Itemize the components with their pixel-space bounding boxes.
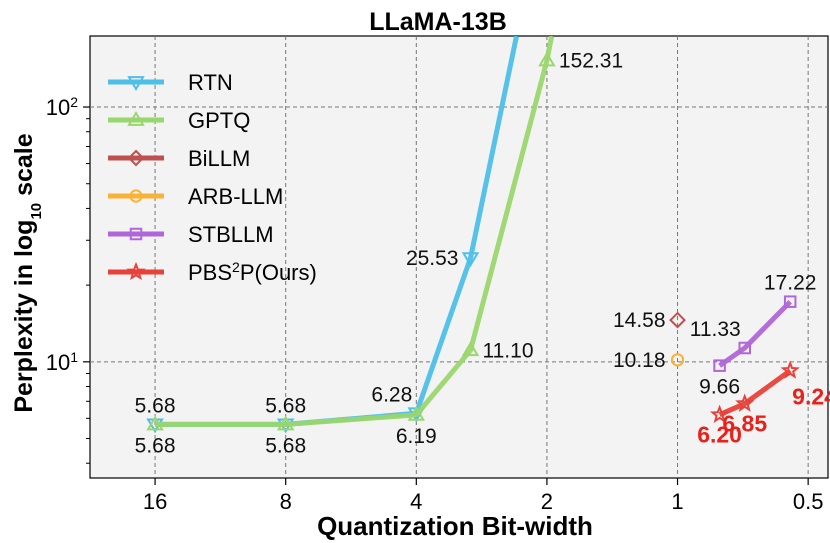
y-tick-label: 102 <box>46 94 78 120</box>
legend-swatch-marker <box>127 149 145 167</box>
legend-item-rtn: RTN <box>108 70 233 95</box>
data-label: 11.10 <box>483 339 534 362</box>
legend-label: RTN <box>188 70 233 95</box>
y-axis-label-tail: scale <box>10 133 38 203</box>
data-point-marker <box>780 360 800 379</box>
data-label: 14.58 <box>613 309 666 332</box>
legend-item-pbs-p-ours-: PBS2P(Ours) <box>108 259 317 285</box>
data-point-marker <box>407 405 426 421</box>
data-point-marker <box>461 341 480 357</box>
data-point-marker <box>669 311 686 329</box>
data-label: 152.31 <box>559 49 623 72</box>
series-layer <box>146 36 800 434</box>
data-point-marker <box>735 393 755 412</box>
grid-lines <box>90 36 828 478</box>
series-billm <box>669 311 686 329</box>
data-label: 17.22 <box>764 272 817 295</box>
data-label: 6.85 <box>722 411 767 437</box>
chart-title: LLaMA-13B <box>369 8 507 36</box>
data-label: 9.24 <box>792 384 830 410</box>
series-stbllm <box>713 295 797 372</box>
series-line <box>718 299 792 368</box>
data-label: 6.28 <box>371 383 412 406</box>
series-pbs-p-ours- <box>709 360 800 423</box>
legend-swatch-marker <box>127 76 145 91</box>
data-point-marker <box>461 252 480 268</box>
legend-label: ARB-LLM <box>188 184 283 209</box>
legend-item-billm: BiLLM <box>108 146 250 171</box>
data-label: 6.20 <box>697 422 742 448</box>
series-arb-llm <box>670 353 685 367</box>
data-label: 5.68 <box>135 394 176 417</box>
data-point-marker <box>713 359 726 372</box>
legend-label: BiLLM <box>188 146 250 171</box>
data-point-marker <box>709 404 730 423</box>
legend-swatch-marker <box>127 111 145 126</box>
legend: RTN GPTQ BiLLM ARB-LLM STBLLM PBS2P(Ours) <box>108 70 317 285</box>
y-axis-label-main: Perplexity in log <box>10 220 38 413</box>
data-point-marker <box>783 295 797 308</box>
data-label: 5.68 <box>265 434 306 457</box>
data-label: 5.68 <box>265 394 306 417</box>
legend-label: GPTQ <box>188 108 250 133</box>
legend-label: PBS2P(Ours) <box>188 259 317 285</box>
data-label: 10.18 <box>613 349 666 372</box>
plot-area <box>89 35 829 479</box>
x-tick-label: 0.5 <box>793 489 824 514</box>
y-tick-label: 101 <box>46 349 78 375</box>
data-point-marker <box>670 353 685 367</box>
legend-item-stbllm: STBLLM <box>108 222 274 247</box>
x-tick-label: 16 <box>143 489 167 514</box>
x-tick-label: 4 <box>410 489 422 514</box>
legend-item-arb-llm: ARB-LLM <box>108 184 283 209</box>
series-line <box>718 368 792 417</box>
legend-item-gptq: GPTQ <box>108 108 250 133</box>
data-label: 6.19 <box>396 425 437 448</box>
data-point-marker <box>146 415 164 431</box>
legend-swatch-marker <box>129 189 143 203</box>
data-point-marker <box>738 341 751 355</box>
y-axis-label: Perplexity in log10 scale <box>10 133 45 412</box>
series-gptq <box>146 36 556 431</box>
x-tick-label: 8 <box>280 489 292 514</box>
y-axis-label-subscript: 10 <box>28 203 45 220</box>
legend-swatch-marker <box>126 261 146 281</box>
data-point-marker <box>276 415 295 431</box>
data-label: 9.66 <box>699 376 740 399</box>
data-label: 11.33 <box>690 318 741 341</box>
data-label: 25.53 <box>406 247 459 270</box>
data-label: 5.68 <box>135 434 176 457</box>
x-axis-label: Quantization Bit-width <box>317 511 593 541</box>
data-labels-layer: 5.68 5.68 6.28 25.53 5.68 5.68 6.19 11.10 152.31… <box>135 49 830 457</box>
legend-swatch-marker <box>129 227 143 241</box>
x-tick-label: 2 <box>541 489 553 514</box>
axes-layer: 16 8 4 2 1 0.5 101 102 <box>46 94 824 514</box>
legend-label: STBLLM <box>188 222 274 247</box>
data-point-marker <box>538 51 556 67</box>
x-tick-label: 1 <box>671 489 683 514</box>
